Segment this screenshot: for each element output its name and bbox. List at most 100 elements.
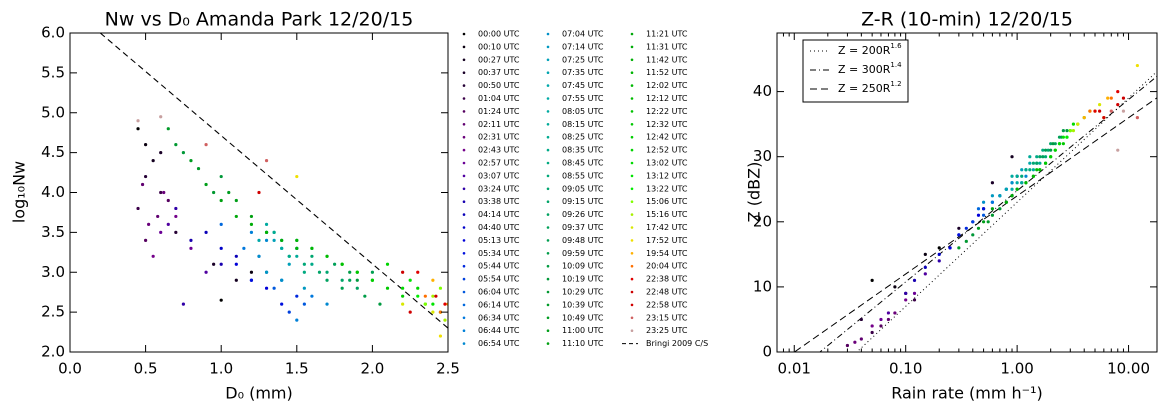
point bbox=[1065, 135, 1069, 139]
legend-marker bbox=[630, 161, 634, 165]
point bbox=[1061, 135, 1065, 139]
legend-label: 06:44 UTC bbox=[478, 326, 520, 335]
x-tick-label: 0.01 bbox=[778, 360, 811, 378]
legend-label: 01:24 UTC bbox=[478, 107, 520, 116]
legend-marker bbox=[546, 174, 550, 178]
point bbox=[904, 298, 908, 302]
point bbox=[923, 272, 927, 276]
point bbox=[431, 302, 435, 306]
legend-marker bbox=[462, 58, 466, 62]
point bbox=[1028, 155, 1032, 159]
legend-label: 17:42 UTC bbox=[646, 223, 688, 232]
legend-marker bbox=[546, 32, 550, 36]
legend-marker bbox=[630, 252, 634, 255]
point bbox=[1088, 109, 1092, 113]
point bbox=[174, 143, 178, 147]
point bbox=[879, 324, 883, 328]
point bbox=[1121, 109, 1126, 113]
legend-label: 11:42 UTC bbox=[646, 55, 688, 64]
legend-label: 19:54 UTC bbox=[646, 249, 688, 258]
point bbox=[443, 318, 447, 322]
legend-marker bbox=[546, 200, 550, 203]
x-tick-label: 0.10 bbox=[889, 360, 922, 378]
point bbox=[416, 270, 420, 274]
point bbox=[272, 230, 276, 234]
legend-label: 09:48 UTC bbox=[562, 236, 604, 245]
point bbox=[144, 238, 148, 242]
point bbox=[423, 302, 427, 306]
point bbox=[189, 246, 193, 250]
legend-marker bbox=[462, 84, 466, 87]
point bbox=[249, 214, 254, 219]
point bbox=[249, 230, 254, 234]
point bbox=[1109, 96, 1113, 100]
legend-marker bbox=[546, 97, 550, 100]
point bbox=[257, 190, 261, 195]
legend-marker bbox=[546, 84, 550, 87]
point bbox=[295, 246, 299, 250]
point bbox=[355, 270, 359, 274]
legend-label: Bringi 2009 C/S bbox=[646, 339, 708, 348]
point bbox=[340, 262, 344, 266]
point bbox=[162, 190, 166, 195]
point bbox=[264, 238, 269, 242]
legend-label: 06:54 UTC bbox=[478, 339, 520, 348]
point bbox=[1038, 168, 1042, 172]
point bbox=[981, 200, 986, 204]
relation-line bbox=[819, 75, 1157, 352]
legend-marker bbox=[630, 123, 634, 126]
point bbox=[310, 254, 314, 258]
legend-label: 08:25 UTC bbox=[562, 133, 604, 142]
point bbox=[1121, 96, 1126, 100]
reference-line bbox=[99, 33, 448, 329]
point bbox=[986, 220, 990, 224]
point bbox=[879, 317, 883, 322]
point bbox=[242, 246, 246, 250]
point bbox=[1043, 155, 1048, 159]
point bbox=[159, 230, 163, 234]
point bbox=[287, 310, 291, 314]
legend-label: 13:22 UTC bbox=[646, 184, 688, 193]
legend-marker bbox=[462, 71, 466, 74]
point bbox=[340, 286, 344, 290]
point bbox=[957, 233, 961, 237]
legend-marker bbox=[546, 303, 550, 307]
point bbox=[1098, 103, 1102, 107]
legend-label: 06:04 UTC bbox=[478, 288, 520, 297]
legend-label: 05:54 UTC bbox=[478, 275, 520, 284]
point bbox=[159, 151, 163, 155]
point bbox=[1010, 187, 1014, 191]
point bbox=[990, 181, 995, 185]
point bbox=[948, 246, 952, 250]
point bbox=[219, 246, 223, 250]
point bbox=[1049, 142, 1053, 146]
legend-label-text: Z = 300R bbox=[838, 63, 891, 76]
legend-label: 09:15 UTC bbox=[562, 197, 604, 206]
point bbox=[431, 310, 435, 314]
legend-label: 15:16 UTC bbox=[646, 210, 688, 219]
point bbox=[219, 298, 223, 302]
legend-marker bbox=[630, 71, 634, 74]
plot-area bbox=[793, 63, 1157, 352]
point bbox=[416, 286, 420, 290]
legend-marker bbox=[462, 200, 466, 203]
point bbox=[174, 206, 178, 211]
legend-label: 03:24 UTC bbox=[478, 184, 520, 193]
y-tick-label: 2.5 bbox=[41, 303, 65, 321]
legend-label: 07:45 UTC bbox=[562, 81, 604, 90]
point bbox=[401, 270, 405, 274]
point bbox=[1038, 161, 1042, 165]
y-tick-label: 4.0 bbox=[41, 183, 65, 201]
point bbox=[325, 302, 329, 306]
legend-label: 08:05 UTC bbox=[562, 107, 604, 116]
point bbox=[1031, 174, 1036, 178]
legend-label: 01:04 UTC bbox=[478, 94, 520, 103]
legend-label: 02:43 UTC bbox=[478, 146, 520, 155]
legend-marker bbox=[630, 239, 634, 242]
point bbox=[1041, 148, 1045, 152]
legend-label: 02:11 UTC bbox=[478, 120, 520, 129]
point bbox=[1049, 148, 1053, 152]
x-tick-label: 1.0 bbox=[209, 360, 233, 378]
legend-marker bbox=[546, 342, 550, 345]
legend-marker bbox=[546, 135, 550, 139]
